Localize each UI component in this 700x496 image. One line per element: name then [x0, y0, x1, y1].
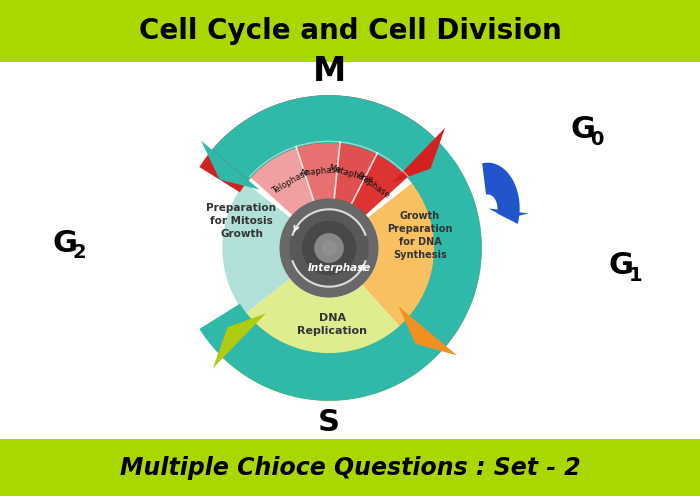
Ellipse shape — [314, 233, 344, 263]
Text: G: G — [52, 229, 78, 257]
Text: Preparation
for Mitosis
Growth: Preparation for Mitosis Growth — [206, 202, 276, 239]
Text: Multiple Chioce Questions : Set - 2: Multiple Chioce Questions : Set - 2 — [120, 456, 580, 480]
Text: 0: 0 — [590, 130, 603, 149]
Text: Metaphase: Metaphase — [327, 163, 374, 185]
Polygon shape — [245, 279, 400, 355]
FancyBboxPatch shape — [0, 439, 700, 496]
Polygon shape — [223, 324, 423, 401]
Ellipse shape — [289, 208, 369, 288]
Polygon shape — [392, 128, 445, 183]
Text: 2: 2 — [72, 244, 85, 262]
Polygon shape — [250, 147, 329, 248]
Text: Prophase: Prophase — [354, 170, 392, 200]
Polygon shape — [362, 183, 435, 327]
Text: Interphase: Interphase — [308, 263, 371, 273]
Text: G: G — [609, 251, 634, 280]
Text: 1: 1 — [629, 266, 642, 285]
Polygon shape — [199, 95, 482, 401]
Polygon shape — [410, 160, 482, 346]
Polygon shape — [482, 163, 519, 224]
Text: Anaphase: Anaphase — [300, 165, 342, 178]
Polygon shape — [199, 95, 435, 192]
Text: S: S — [318, 408, 340, 437]
Polygon shape — [489, 208, 528, 219]
Polygon shape — [213, 313, 266, 368]
Text: DNA
Replication: DNA Replication — [298, 313, 368, 336]
Text: Cell Cycle and Cell Division: Cell Cycle and Cell Division — [139, 17, 561, 45]
Ellipse shape — [302, 221, 356, 275]
FancyBboxPatch shape — [0, 0, 700, 62]
Ellipse shape — [321, 241, 337, 255]
Polygon shape — [329, 142, 377, 248]
Text: G: G — [570, 116, 596, 144]
Polygon shape — [223, 183, 290, 313]
Text: M: M — [312, 56, 346, 88]
Text: Telophase: Telophase — [270, 167, 311, 196]
Polygon shape — [329, 153, 408, 248]
Polygon shape — [201, 141, 260, 189]
Text: Growth
Preparation
for DNA
Synthesis: Growth Preparation for DNA Synthesis — [387, 211, 453, 260]
Ellipse shape — [279, 198, 379, 298]
Polygon shape — [398, 307, 457, 355]
Polygon shape — [296, 141, 340, 248]
